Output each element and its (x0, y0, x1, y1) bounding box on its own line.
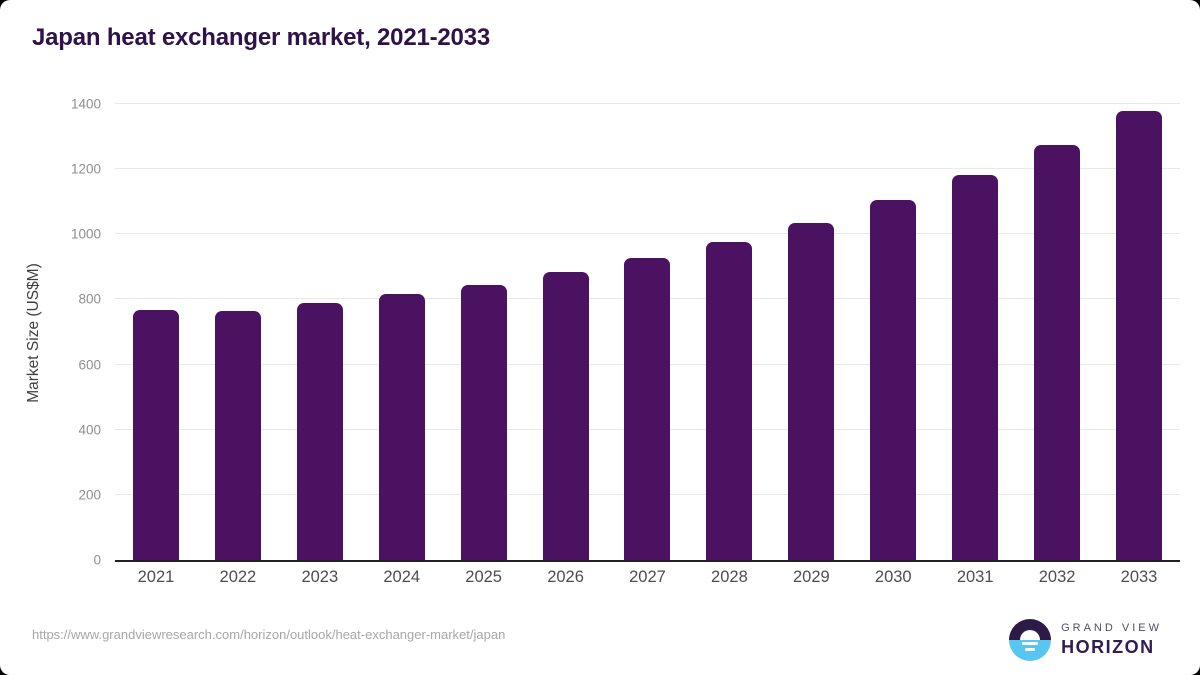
bar-2027 (624, 258, 671, 560)
logo-reflection-dash (1022, 642, 1039, 645)
logo-sky-half (1009, 619, 1052, 640)
bar-2025 (460, 284, 507, 560)
y-tick-label: 1000 (70, 226, 101, 242)
gridline (115, 233, 1180, 235)
brand-footer: GRAND VIEW HORIZON (1009, 619, 1162, 661)
brand-name-top: GRAND VIEW (1061, 621, 1162, 634)
x-tick-label: 2029 (792, 568, 830, 586)
bar-2022 (214, 310, 261, 560)
bar-slot (361, 104, 443, 560)
bar-2026 (542, 272, 589, 560)
x-axis-labels: 2021 2022 2023 2024 2025 2026 2027 2028 2029 2030… (115, 568, 1180, 587)
y-tick-label: 0 (93, 552, 101, 568)
y-tick-label: 400 (78, 422, 101, 438)
bar-2021 (132, 309, 179, 560)
source-url: https://www.grandviewresearch.com/horizo… (32, 627, 506, 642)
y-tick-label: 600 (78, 357, 101, 373)
gridline (115, 168, 1180, 170)
bar-2029 (788, 222, 835, 560)
plot-area: 0 200 400 600 800 1000 1200 1400 (71, 97, 1180, 568)
bar-2032 (1034, 145, 1081, 560)
bar-slot (770, 104, 852, 560)
bar-2030 (870, 200, 917, 560)
x-tick-label: 2027 (629, 568, 666, 586)
bar-slot (525, 104, 607, 560)
y-tick-label: 800 (78, 291, 101, 307)
y-tick-label: 200 (78, 487, 101, 503)
bar-slot (197, 104, 279, 560)
x-tick-label: 2021 (137, 568, 175, 586)
bar-slot (115, 104, 197, 560)
x-tick-label: 2032 (1038, 568, 1076, 586)
brand-wordmark: GRAND VIEW HORIZON (1061, 622, 1162, 658)
bar-slot (934, 104, 1016, 560)
bar-slot (607, 104, 689, 560)
x-tick-label: 2031 (956, 568, 994, 586)
logo-reflection-dash (1025, 648, 1036, 651)
x-tick-label: 2025 (465, 568, 502, 586)
bar-2033 (1116, 111, 1163, 560)
bar-2028 (706, 241, 753, 560)
bar-2023 (296, 302, 343, 560)
y-axis-title: Market Size (US$M) (25, 263, 42, 403)
y-tick-label: 1400 (70, 96, 101, 112)
chart-title: Japan heat exchanger market, 2021-2033 (32, 24, 490, 51)
bar-2024 (378, 293, 425, 560)
bar-slot (1016, 104, 1098, 560)
bar-slot (443, 104, 525, 560)
x-tick-label: 2022 (219, 568, 257, 586)
gridline (115, 103, 1180, 104)
y-tick-label: 1200 (70, 161, 101, 177)
bar-2031 (952, 175, 999, 560)
bar-series (115, 104, 1180, 560)
x-tick-label: 2033 (1120, 568, 1158, 586)
bar-slot (1098, 104, 1180, 560)
x-tick-label: 2026 (547, 568, 584, 586)
x-tick-label: 2028 (711, 568, 748, 586)
bar-slot (852, 104, 934, 560)
horizon-sun-circle-icon (1009, 619, 1052, 661)
bar-slot (688, 104, 770, 560)
x-tick-label: 2024 (383, 568, 421, 586)
brand-name-bottom: HORIZON (1061, 636, 1155, 657)
bar-slot (279, 104, 361, 560)
logo-sun-icon (1020, 630, 1041, 640)
x-tick-label: 2023 (301, 568, 339, 586)
x-tick-label: 2030 (874, 568, 912, 586)
